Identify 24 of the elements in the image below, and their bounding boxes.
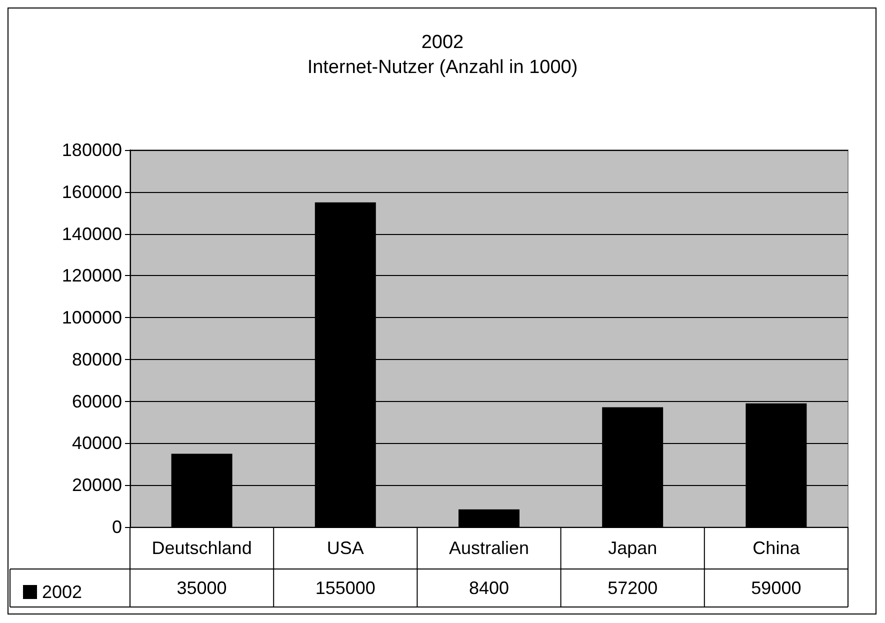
y-tick-label: 100000 (62, 308, 122, 328)
x-tick-label: Australien (448, 538, 530, 558)
x-tick-label: Deutschland (152, 538, 252, 558)
legend-label: 2002 (42, 582, 82, 602)
y-tick-label: 160000 (62, 182, 122, 202)
data-label: 59000 (751, 578, 802, 598)
y-tick-label: 120000 (62, 266, 122, 286)
data-label: 57200 (608, 578, 658, 598)
chart-subtitle: Internet-Nutzer (Anzahl in 1000) (307, 57, 578, 78)
data-label: 155000 (315, 578, 376, 598)
y-tick-label: 180000 (62, 140, 122, 160)
y-tick-label: 20000 (72, 475, 122, 496)
y-tick-label: 0 (112, 517, 122, 537)
y-tick-label: 60000 (72, 391, 122, 412)
y-tick-label: 80000 (72, 349, 122, 370)
bar (458, 509, 520, 527)
x-tick-label: USA (326, 538, 364, 558)
data-label: 35000 (176, 578, 227, 598)
y-tick-label: 140000 (62, 224, 122, 244)
y-tick-label: 40000 (72, 433, 122, 454)
chart-title: 2002 (421, 32, 464, 53)
data-label: 8400 (468, 578, 510, 598)
x-tick-label: Japan (608, 538, 658, 558)
x-tick-label: China (752, 538, 801, 558)
